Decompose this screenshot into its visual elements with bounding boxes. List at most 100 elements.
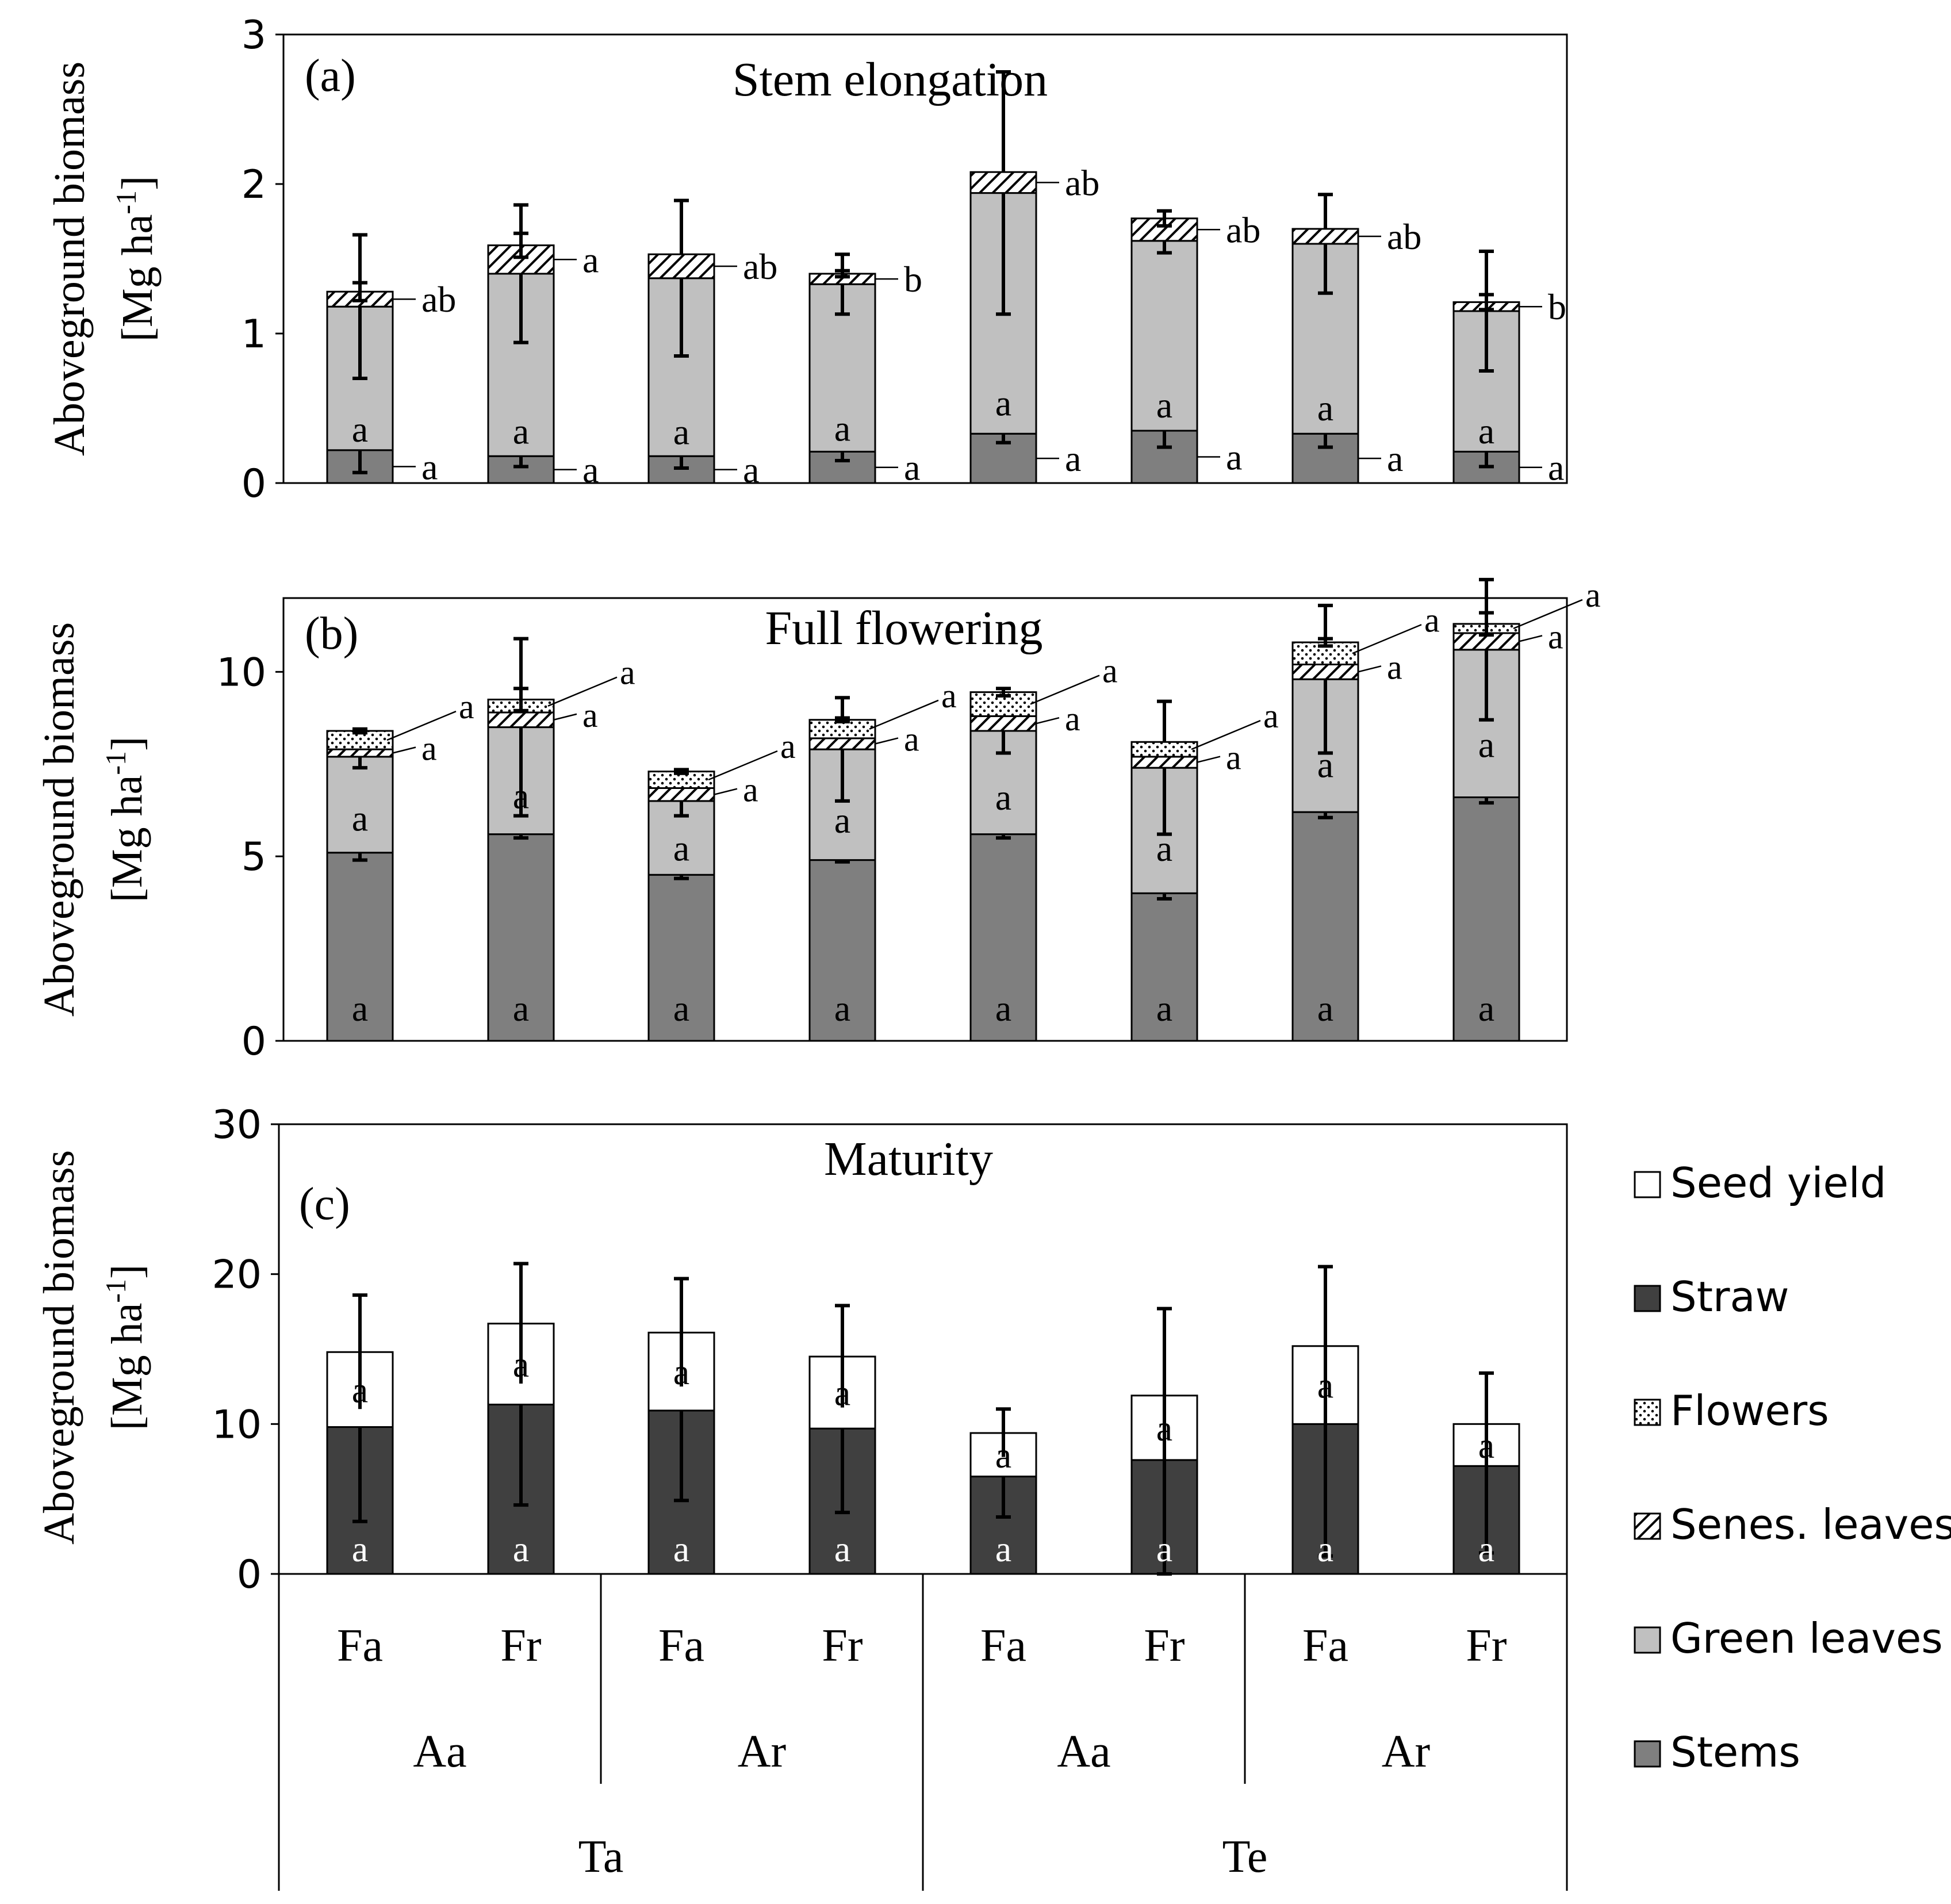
- panel-c-label: (c): [299, 1179, 350, 1229]
- panel-c-letter-seed_yield: a: [673, 1351, 689, 1392]
- panel-b-letter-green_leaves: a: [352, 798, 368, 838]
- panel-c-ytick-label: 20: [212, 1252, 262, 1298]
- panel-c-letter-straw: a: [834, 1528, 850, 1569]
- panel-b-letter-flowers: a: [780, 727, 796, 765]
- panel-a-letter-senes_leaves: ab: [1226, 209, 1260, 250]
- panel-b-letter-senes_leaves: a: [1226, 739, 1241, 777]
- panel-a-label: (a): [305, 51, 356, 101]
- panel-b-letter-green_leaves: a: [995, 777, 1011, 818]
- panel-b-letter-senes_leaves: a: [743, 771, 758, 809]
- panel-a-letter-senes_leaves: ab: [743, 246, 777, 287]
- panel-c-ytick-label: 0: [237, 1552, 262, 1597]
- panel-b-bar-stems: [1130, 892, 1198, 1042]
- panel-b-letter-leader: [869, 699, 939, 730]
- panel-a-letter-senes_leaves: a: [582, 239, 599, 280]
- panel-b-bar-stems: [969, 833, 1037, 1042]
- panel-a-bar-senes_leaves: [969, 171, 1037, 194]
- panel-c-letter-seed_yield: a: [513, 1344, 529, 1385]
- legend-swatch-straw: [1634, 1285, 1661, 1312]
- panel-c-letter-seed_yield: a: [995, 1435, 1011, 1476]
- x-axis-level2-label: Aa: [1057, 1726, 1110, 1777]
- panel-a-y-ticks: 0 1 2 3: [242, 13, 283, 507]
- panel-b-title: Full flowering: [765, 602, 1043, 655]
- panel-b-letter-senes_leaves: a: [1548, 618, 1563, 656]
- panel-b-bar-stems: [487, 833, 555, 1042]
- panel-a-letter-stems: a: [743, 450, 759, 491]
- panel-c-letter-straw: a: [352, 1528, 368, 1569]
- panel-c-bar-group: aa: [808, 1304, 876, 1575]
- panel-a-bar-group: a a b: [808, 252, 922, 488]
- panel-b-bar-senes_leaves: [487, 711, 555, 729]
- panel-b-letter-leader: [553, 713, 577, 721]
- panel-c-bar-group: aa: [1452, 1371, 1520, 1575]
- legend-label-flowers: Flowers: [1670, 1386, 1829, 1435]
- panel-c-letter-straw: a: [995, 1528, 1011, 1569]
- panel-b-letter-leader: [1519, 635, 1543, 642]
- panel-b-letter-green_leaves: a: [1478, 725, 1494, 765]
- panel-a-letter-green_leaves: a: [513, 411, 529, 451]
- panel-c-y-axis-title: Aboveground biomass [Mg ha-1]: [35, 1150, 151, 1545]
- panel-b-bar-stems: [1291, 811, 1359, 1042]
- panel-c-letter-seed_yield: a: [834, 1373, 850, 1413]
- panel-b-plot-frame: [282, 597, 1568, 1042]
- panel-c-bar-group: aa: [326, 1293, 394, 1575]
- legend-label-green_leaves: Green leaves: [1670, 1614, 1943, 1662]
- panel-b-letter-stems: a: [513, 988, 529, 1029]
- legend-label-stems: Stems: [1670, 1728, 1800, 1776]
- panel-b-bar-senes_leaves: [969, 715, 1037, 732]
- panel-b-letter-leader: [1036, 717, 1060, 725]
- legend-label-senes_leaves: Senes. leaves: [1670, 1500, 1951, 1549]
- panel-b-bar-stems: [326, 852, 394, 1042]
- panel-b-letter-stems: a: [834, 988, 850, 1029]
- panel-b-bar-stems: [1452, 796, 1520, 1042]
- panel-b-ytick-label: 0: [242, 1019, 266, 1064]
- panel-b-letter-leader: [875, 737, 899, 745]
- panel-b-letter-leader: [547, 676, 618, 707]
- panel-a-ytick-label: 2: [242, 162, 266, 208]
- panel-b-ytick-label: 5: [242, 834, 266, 880]
- panel-a-ytick-label: 3: [242, 13, 266, 58]
- panel-a-letter-stems: a: [582, 450, 599, 491]
- panel-b-letter-stems: a: [995, 988, 1011, 1029]
- panel-c-plot-frame: [278, 1123, 1568, 1575]
- x-axis-level1-label: Fr: [1144, 1620, 1185, 1671]
- legend: Seed yield Straw Flowers Senes. leaves Green…: [1634, 1159, 1951, 1776]
- panel-a-ylabel-line2: [Mg ha-1]: [110, 176, 162, 342]
- panel-b-letter-leader: [392, 746, 416, 754]
- panel-a-letter-senes_leaves: ab: [1387, 216, 1421, 257]
- panel-b-letter-senes_leaves: a: [1387, 648, 1402, 686]
- panel-b-bar-stems: [647, 874, 715, 1042]
- panel-b-bar-senes_leaves: [326, 748, 394, 758]
- panel-a-ytick-label: 0: [242, 461, 266, 507]
- panel-b-letter-flowers: a: [941, 677, 957, 715]
- panel-a-letter-senes_leaves: b: [1548, 286, 1566, 327]
- panel-b-letter-leader: [1191, 719, 1261, 750]
- panel-b-letter-flowers: a: [1102, 652, 1118, 689]
- panel-c-letter-seed_yield: a: [1317, 1365, 1333, 1406]
- panel-a-ytick-label: 1: [242, 312, 266, 357]
- panel-a-bar-group: a a b: [1452, 250, 1566, 488]
- panel-a-letter-green_leaves: a: [1156, 385, 1172, 426]
- panel-b-letter-senes_leaves: a: [904, 720, 919, 758]
- x-axis-level2-label: Aa: [413, 1726, 466, 1777]
- legend-label-seed_yield: Seed yield: [1670, 1159, 1887, 1207]
- x-axis-level1-label: Fr: [1466, 1620, 1507, 1671]
- panel-c-letter-seed_yield: a: [1478, 1425, 1494, 1466]
- panel-a-letter-stems: a: [904, 447, 920, 488]
- panel-b-letter-stems: a: [1478, 988, 1494, 1029]
- x-axis-level3-label: Ta: [578, 1832, 624, 1882]
- panel-a-letter-stems: a: [1548, 447, 1564, 488]
- panel-c-letter-straw: a: [1478, 1528, 1494, 1569]
- panel-a-bar-group: a a a: [487, 203, 599, 491]
- panel-b-letter-stems: a: [1156, 988, 1172, 1029]
- panel-b-bar-senes_leaves: [1291, 664, 1359, 680]
- panel-b-letter-flowers: a: [620, 654, 635, 692]
- panel-b-ytick-label: 10: [216, 650, 266, 695]
